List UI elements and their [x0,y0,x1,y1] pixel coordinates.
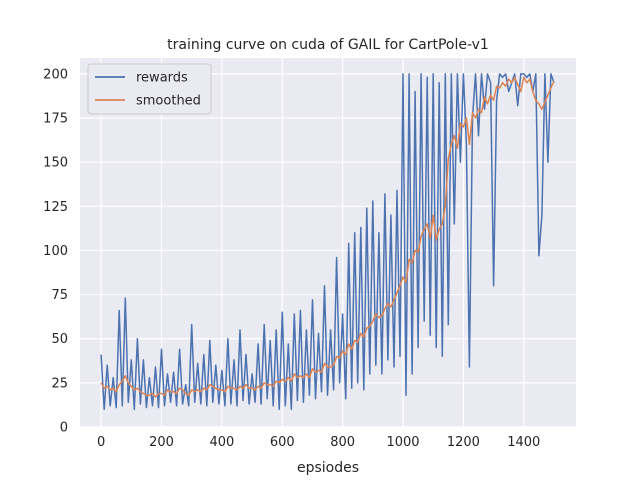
series-layer [100,73,555,411]
y-tick-label: 150 [43,156,68,171]
y-tick-label: 125 [43,200,68,215]
series-line-rewards [100,73,555,411]
x-axis-label: epsiodes [297,460,359,476]
y-tick-label: 200 [43,67,68,82]
y-tick-label: 100 [43,244,68,259]
x-tick-label: 200 [149,435,174,450]
x-tick-label: 800 [330,435,355,450]
x-tick-label: 400 [209,435,234,450]
y-tick-label: 175 [43,112,68,127]
x-tick-label: 1200 [447,435,480,450]
legend-label-smoothed: smoothed [136,94,201,109]
y-tick-label: 50 [51,332,68,347]
legend: rewards smoothed [87,63,212,115]
series-line-smoothed [100,76,555,398]
x-tick-label: 0 [97,435,105,450]
x-tick-label: 1400 [507,435,540,450]
tick-labels: 0 200 400 600 800 1000 1200 1400 0 25 50 75 100 125 15… [43,67,540,450]
y-tick-label: 25 [51,376,68,391]
x-tick-label: 1000 [386,435,419,450]
y-tick-label: 75 [51,288,68,303]
y-tick-label: 0 [60,421,68,436]
legend-label-rewards: rewards [136,71,188,86]
chart-title: training curve on cuda of GAIL for CartP… [167,37,489,53]
x-tick-label: 600 [270,435,295,450]
